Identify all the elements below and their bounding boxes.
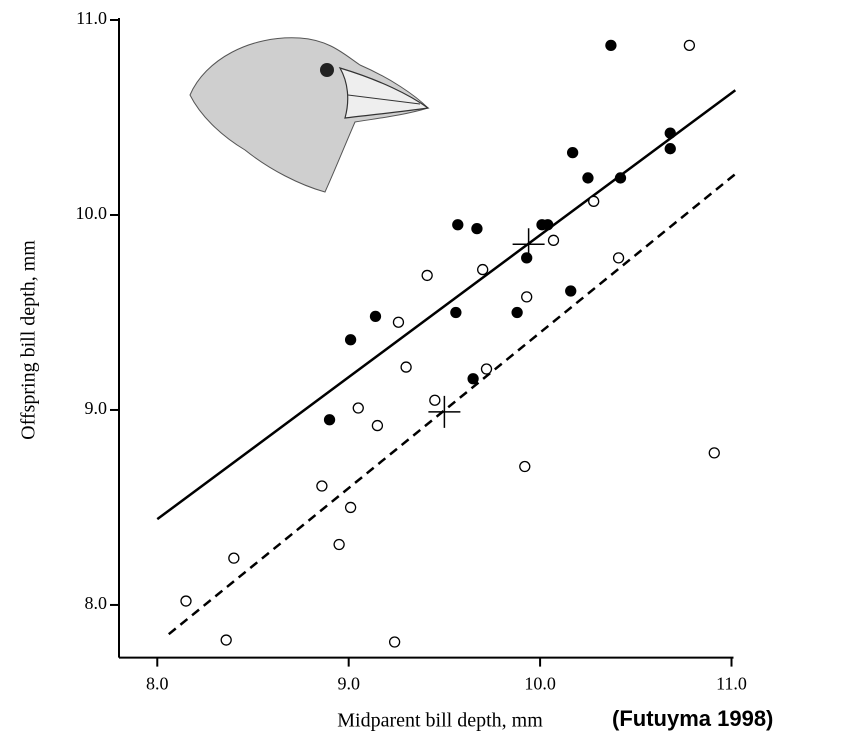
open-point (400, 361, 412, 373)
x-axis-label: Midparent bill depth, mm (337, 710, 543, 732)
open-point (477, 263, 489, 276)
mean-cross (512, 228, 545, 261)
open-point (316, 480, 328, 492)
open-point (708, 447, 720, 459)
filled-point (467, 373, 479, 385)
filled-point (521, 252, 533, 264)
filled-point (614, 172, 627, 184)
filled-point (664, 127, 676, 139)
open-point (392, 316, 405, 328)
mean-cross (428, 395, 461, 428)
open-point (180, 595, 192, 607)
regression-line (156, 89, 737, 521)
open-point (352, 402, 364, 414)
filled-point (452, 219, 464, 231)
regression-line (167, 173, 737, 636)
open-point (344, 501, 357, 514)
open-point (521, 291, 533, 303)
source-annotation: (Futuyma 1998) (612, 706, 773, 731)
open-point (228, 552, 240, 564)
filled-point (582, 172, 594, 184)
y-tick-label: 11.0 (76, 8, 107, 28)
open-point (612, 252, 625, 264)
open-point (333, 538, 345, 551)
bird-illustration (189, 37, 430, 193)
y-tick-label: 9.0 (85, 398, 108, 418)
filled-point (566, 146, 579, 159)
filled-point (511, 306, 523, 319)
x-tick-label: 10.0 (524, 674, 556, 694)
open-point (547, 234, 560, 246)
x-tick-label: 11.0 (716, 674, 747, 694)
filled-point (369, 310, 382, 323)
y-tick-label: 8.0 (85, 593, 108, 613)
open-point (588, 195, 600, 207)
filled-point (471, 222, 483, 235)
x-tick-label: 9.0 (337, 674, 360, 694)
filled-point (605, 39, 617, 51)
filled-point (323, 414, 336, 426)
filled-point (344, 334, 357, 346)
open-point (220, 634, 232, 646)
open-point (480, 363, 493, 375)
open-point (388, 636, 401, 648)
y-tick-label: 10.0 (76, 203, 108, 223)
open-point (429, 394, 441, 406)
filled-point (450, 306, 462, 319)
filled-point (664, 143, 676, 155)
open-point (371, 419, 384, 432)
filled-point (542, 219, 554, 231)
open-point (519, 460, 531, 473)
open-point (683, 39, 696, 51)
x-tick-label: 8.0 (146, 674, 169, 694)
open-point (421, 269, 433, 282)
y-axis-label: Offspring bill depth, mm (18, 240, 40, 440)
filled-point (565, 285, 577, 297)
